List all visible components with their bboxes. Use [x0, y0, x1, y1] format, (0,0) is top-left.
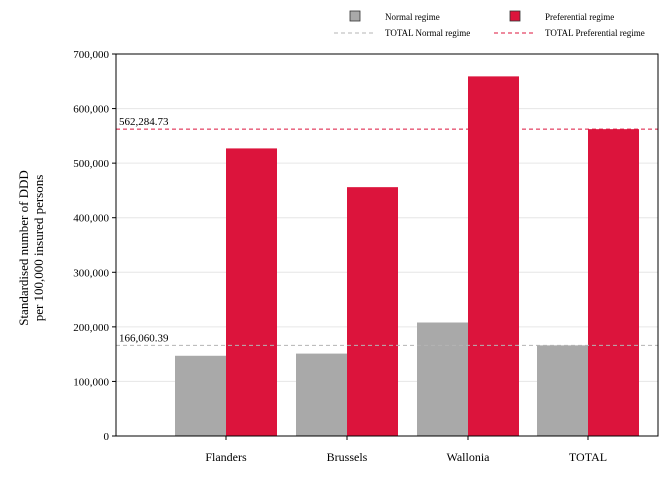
bar-normal-flanders	[175, 355, 226, 436]
x-tick-label: Brussels	[327, 450, 368, 464]
bars	[175, 76, 639, 437]
legend-swatch-preferential	[509, 10, 521, 22]
y-axis-title-line-2: per 100,000 insured persons	[31, 175, 46, 322]
legend-swatch-normal	[349, 10, 361, 22]
reference-label-normal: 166,060.39	[119, 332, 169, 344]
reference-lines: 166,060.39 562,284.73	[116, 116, 658, 346]
y-tick-label: 200,000	[73, 322, 109, 334]
bar-normal-wallonia	[417, 322, 468, 436]
legend-label-preferential: Preferential regime	[545, 12, 614, 22]
y-tick-label: 0	[104, 431, 110, 443]
y-tick-label: 400,000	[73, 213, 109, 225]
legend-label-normal-total: TOTAL Normal regime	[385, 28, 470, 38]
bar-preferential-wallonia	[468, 76, 519, 437]
bar-preferential-total	[588, 129, 639, 436]
y-axis-title-line-1: Standardised number of DDD	[16, 170, 31, 326]
y-axis-title: Standardised number of DDD per 100,000 i…	[16, 170, 46, 326]
legend-label-normal: Normal regime	[385, 12, 440, 22]
y-tick-label: 500,000	[73, 158, 109, 170]
y-tick-label: 300,000	[73, 267, 109, 279]
bar-normal-total	[537, 345, 588, 436]
legend: Normal regime Preferential regime TOTAL …	[334, 10, 645, 38]
y-tick-label: 600,000	[73, 104, 109, 116]
y-axis: 0 100,000 200,000 300,000 400,000 500,000 600,…	[73, 49, 116, 443]
x-axis: Flanders Brussels Wallonia TOTAL	[112, 435, 658, 464]
y-tick-label: 700,000	[73, 49, 109, 61]
x-tick-label: TOTAL	[569, 450, 607, 464]
y-tick-label: 100,000	[73, 376, 109, 388]
bar-normal-brussels	[296, 353, 347, 436]
legend-label-preferential-total: TOTAL Preferential regime	[545, 28, 645, 38]
x-tick-label: Wallonia	[446, 450, 490, 464]
reference-label-preferential: 562,284.73	[119, 116, 169, 128]
bar-preferential-brussels	[347, 187, 398, 436]
bar-preferential-flanders	[226, 148, 277, 436]
x-tick-label: Flanders	[205, 450, 247, 464]
